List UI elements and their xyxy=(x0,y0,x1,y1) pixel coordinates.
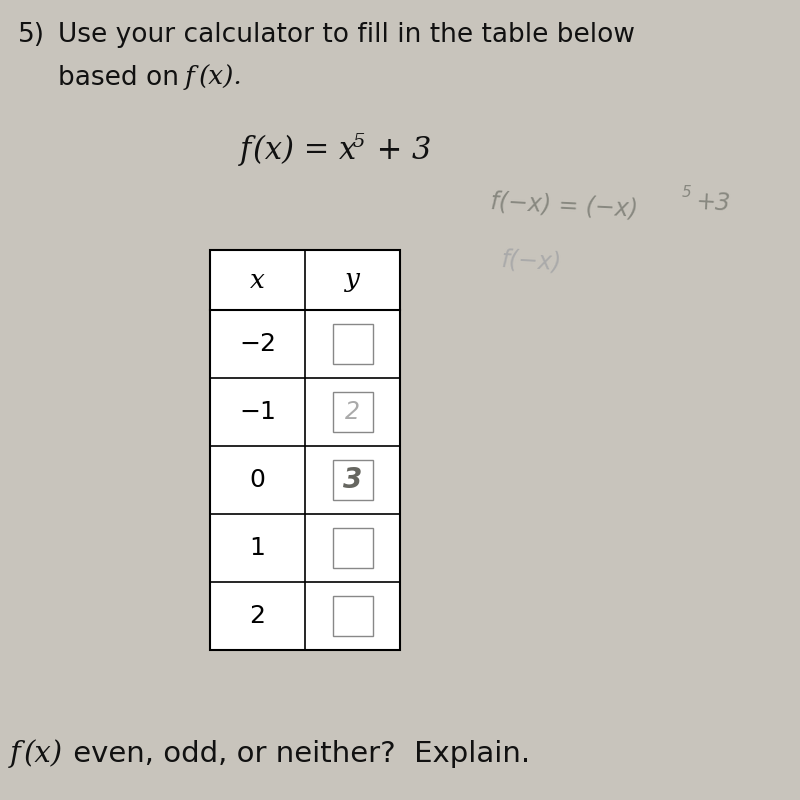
Text: f(−x) = (−x): f(−x) = (−x) xyxy=(490,190,638,222)
Text: 2: 2 xyxy=(250,604,266,628)
Text: Use your calculator to fill in the table below: Use your calculator to fill in the table… xyxy=(58,22,635,48)
Text: f(−x): f(−x) xyxy=(500,248,562,275)
Bar xyxy=(333,596,373,636)
Bar xyxy=(333,528,373,568)
Text: + 3: + 3 xyxy=(367,135,431,166)
Bar xyxy=(333,460,373,500)
Text: even, odd, or neither?  Explain.: even, odd, or neither? Explain. xyxy=(64,740,530,768)
Text: 5: 5 xyxy=(353,133,366,151)
Text: 0: 0 xyxy=(250,468,266,492)
Text: 1: 1 xyxy=(250,536,266,560)
Text: −1: −1 xyxy=(239,400,276,424)
Bar xyxy=(333,392,373,432)
Text: f: f xyxy=(240,135,251,166)
Text: based on: based on xyxy=(58,65,187,91)
Text: +3: +3 xyxy=(695,190,731,216)
Bar xyxy=(210,250,400,650)
Text: (x): (x) xyxy=(24,740,63,768)
Text: (x).: (x). xyxy=(199,65,242,90)
Text: y: y xyxy=(345,267,360,293)
Text: 3: 3 xyxy=(343,466,362,494)
Text: 5): 5) xyxy=(18,22,45,48)
Text: −2: −2 xyxy=(239,332,276,356)
Text: (x) = x: (x) = x xyxy=(253,135,356,166)
Text: x: x xyxy=(250,267,265,293)
Text: f: f xyxy=(185,65,194,90)
Text: f: f xyxy=(10,740,21,768)
Text: 2: 2 xyxy=(345,400,360,424)
Bar xyxy=(333,324,373,364)
Text: 5: 5 xyxy=(682,185,692,200)
